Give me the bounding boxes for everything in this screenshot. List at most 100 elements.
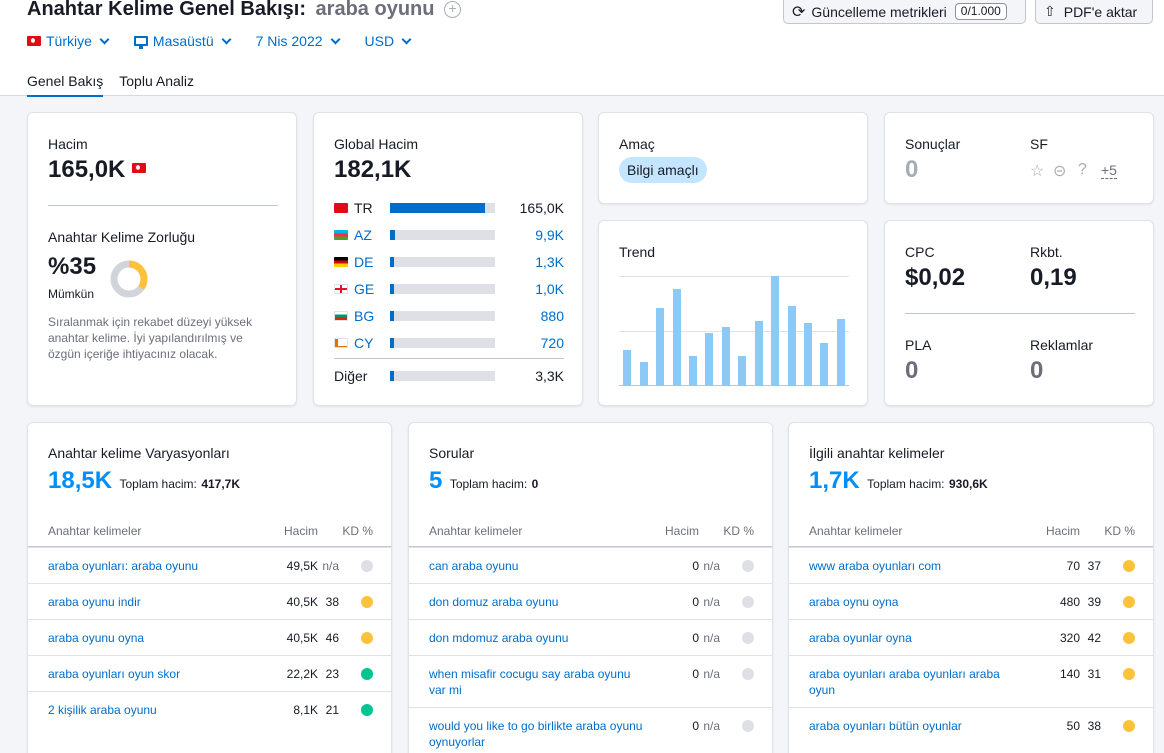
column-header-kd: KD %	[723, 524, 754, 538]
variations-count[interactable]: 18,5K	[48, 467, 113, 494]
global-volume-value: 182,1K	[334, 156, 412, 183]
currency-label: USD	[364, 33, 395, 49]
table-row: 2 kişilik araba oyunu 8,1K 21	[28, 691, 391, 727]
tab-overview[interactable]: Genel Bakış	[27, 73, 104, 97]
pdf-export-label: PDF'e aktar	[1063, 3, 1138, 20]
question-icon[interactable]: ?	[1078, 161, 1087, 178]
kd-indicator-dot	[361, 668, 373, 680]
ge-flag-icon	[334, 284, 348, 294]
column-header-keyword: Anahtar kelimeler	[809, 524, 903, 538]
keyword-volume: 0	[692, 719, 699, 733]
keyword-kd: 31	[1087, 667, 1101, 681]
keyword-link[interactable]: araba oyunu indir	[48, 595, 141, 609]
trend-bar[interactable]	[803, 323, 812, 386]
country-bar	[390, 311, 495, 321]
keyword-kd: 46	[325, 631, 339, 645]
table-row: www araba oyunları com 70 37	[789, 547, 1153, 583]
keyword-link[interactable]: araba oyunları araba oyunları araba oyun	[809, 667, 1000, 697]
cpc-value: $0,02	[905, 264, 966, 291]
country-row-cy: CY	[334, 333, 394, 353]
intent-badge: Bilgi amaçlı	[619, 157, 707, 183]
keyword-link[interactable]: don mdomuz araba oyunu	[429, 631, 569, 645]
country-value: 165,0K	[519, 200, 564, 216]
trend-bar[interactable]	[639, 361, 648, 386]
trend-card: Trend	[598, 220, 868, 406]
currency-dropdown[interactable]: USD	[364, 33, 412, 49]
country-dropdown[interactable]: Türkiye	[27, 33, 110, 49]
global-volume-label: Global Hacim	[334, 136, 419, 152]
title-keyword: araba oyunu	[315, 0, 435, 20]
device-dropdown[interactable]: Masaüstü	[133, 33, 232, 49]
trend-bar[interactable]	[771, 276, 780, 386]
keyword-link[interactable]: araba oyunlar oyna	[809, 631, 912, 645]
add-keyword-icon[interactable]: +	[444, 1, 462, 18]
baseline	[619, 385, 849, 386]
table-row: araba oyunlar oyna 320 42	[789, 619, 1153, 655]
keyword-volume: 40,5K	[286, 631, 318, 645]
keyword-link[interactable]: can araba oyunu	[429, 559, 519, 573]
country-bar-fill	[390, 203, 485, 213]
chevron-down-icon	[401, 34, 412, 44]
trend-bar[interactable]	[623, 349, 632, 386]
country-value[interactable]: 1,3K	[535, 254, 564, 270]
trend-bar[interactable]	[688, 356, 697, 386]
device-label: Masaüstü	[152, 33, 214, 49]
keyword-link[interactable]: www araba oyunları com	[809, 559, 942, 573]
trend-bar[interactable]	[672, 289, 681, 386]
tab-bulk-analysis[interactable]: Toplu Analiz	[119, 73, 194, 89]
global-volume-card: Global Hacim 182,1K TR 165,0K AZ 9,9K DE 1,3K…	[313, 112, 583, 406]
table-row: araba oyunları araba oyunları araba oyun…	[789, 655, 1153, 707]
country-value[interactable]: 880	[540, 308, 564, 324]
keyword-link[interactable]: araba oyunu oyna	[48, 631, 145, 645]
date-dropdown[interactable]: 7 Nis 2022	[256, 33, 340, 49]
trend-bar[interactable]	[738, 356, 747, 386]
update-metrics-button[interactable]: ⟳ Güncelleme metrikleri 0/1.000	[783, 0, 1026, 24]
trend-bar[interactable]	[820, 343, 829, 386]
keyword-link[interactable]: when misafir cocugu say araba oyunu var …	[429, 667, 631, 697]
star-icon[interactable]: ☆	[1030, 163, 1045, 180]
keyword-kd: 37	[1087, 559, 1101, 573]
link-icon[interactable]: ⊝	[1053, 163, 1067, 180]
keyword-kd: n/a	[703, 667, 720, 681]
chevron-down-icon	[330, 34, 340, 44]
keyword-link[interactable]: araba oyunları bütün oyunlar	[809, 719, 962, 733]
trend-bar[interactable]	[721, 326, 730, 386]
pdf-export-button[interactable]: ⇧ PDF'e aktar	[1035, 0, 1153, 24]
keyword-link[interactable]: araba oyunları oyun skor	[48, 667, 181, 681]
trend-bar[interactable]	[787, 305, 796, 386]
total-volume-label: Toplam hacim:	[119, 477, 197, 491]
trend-bar[interactable]	[705, 333, 714, 386]
trend-bar[interactable]	[656, 307, 665, 386]
sf-more-link[interactable]: +5	[1101, 162, 1117, 179]
trend-bar[interactable]	[754, 321, 763, 386]
total-volume-value: 930,6K	[948, 477, 988, 491]
country-value[interactable]: 720	[540, 335, 564, 351]
volume-value: 165,0K	[48, 156, 147, 184]
questions-summary: 5 Toplam hacim: 0	[429, 467, 538, 495]
keyword-volume: 22,2K	[286, 667, 318, 681]
questions-count[interactable]: 5	[429, 467, 443, 494]
keyword-kd: 38	[325, 595, 339, 609]
country-bar-fill	[390, 284, 394, 294]
keyword-link[interactable]: would you like to go birlikte araba oyun…	[429, 719, 643, 749]
trend-bar[interactable]	[836, 318, 845, 386]
table-row: araba oynu oyna 480 39	[789, 583, 1153, 619]
keyword-volume: 480	[1059, 595, 1080, 609]
ads-label: Reklamlar	[1030, 337, 1094, 353]
country-value[interactable]: 1,0K	[535, 281, 564, 297]
de-flag-icon	[334, 257, 348, 267]
keyword-link[interactable]: 2 kişilik araba oyunu	[48, 703, 157, 717]
kd-indicator-dot	[1123, 560, 1135, 572]
other-bar	[390, 371, 495, 381]
related-count[interactable]: 1,7K	[809, 467, 860, 494]
keyword-link[interactable]: araba oyunları: araba oyunu	[48, 559, 199, 573]
intent-card: Amaç Bilgi amaçlı	[598, 112, 868, 204]
table-row: when misafir cocugu say araba oyunu var …	[409, 655, 772, 707]
keyword-volume: 8,1K	[293, 703, 318, 717]
country-bar	[390, 257, 495, 267]
keyword-link[interactable]: araba oynu oyna	[809, 595, 899, 609]
country-row-tr: TR	[334, 198, 394, 218]
country-bar	[390, 284, 495, 294]
country-value[interactable]: 9,9K	[535, 227, 564, 243]
keyword-link[interactable]: don domuz araba oyunu	[429, 595, 559, 609]
